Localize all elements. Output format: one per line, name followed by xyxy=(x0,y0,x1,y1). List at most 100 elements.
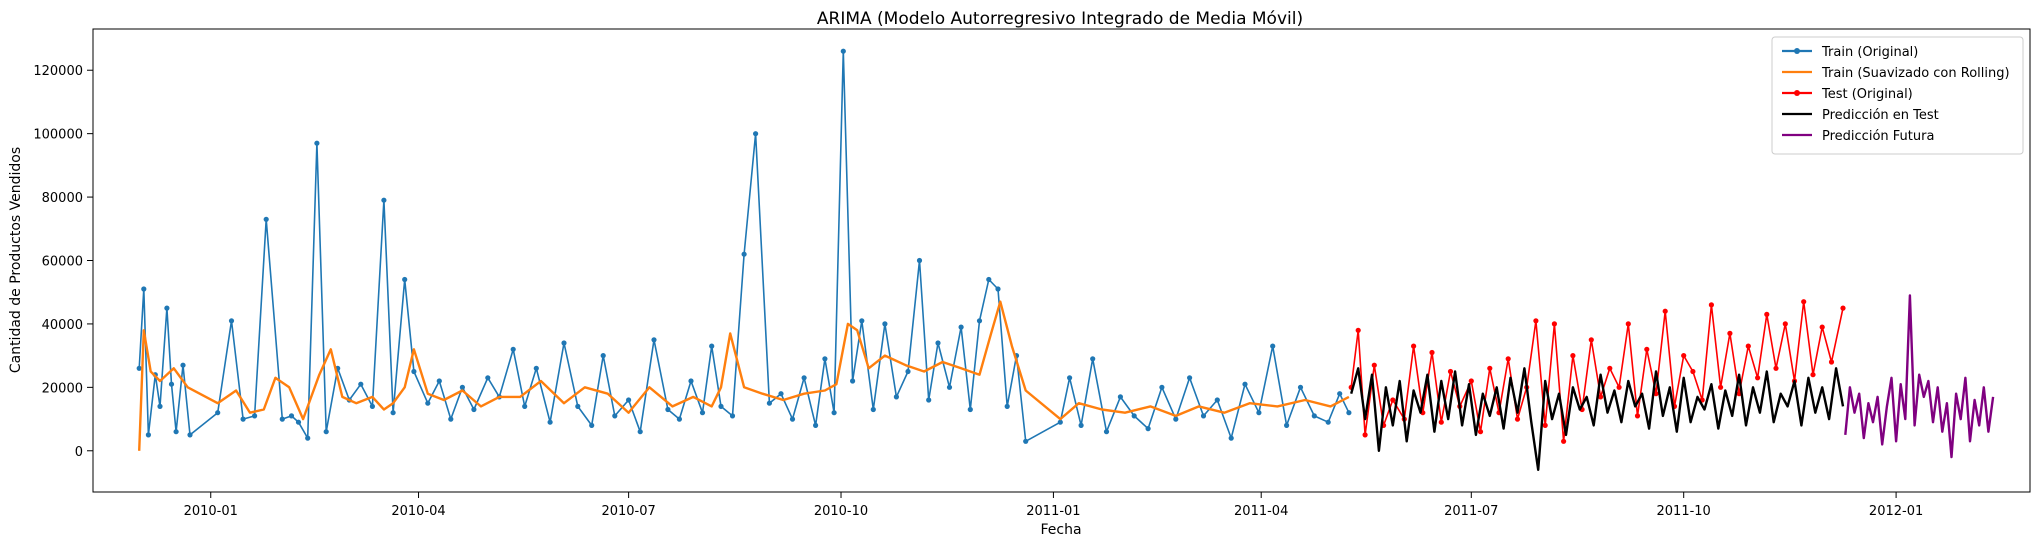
data-point-train-original xyxy=(850,378,856,384)
data-point-train-original xyxy=(240,416,246,422)
data-point-test-original xyxy=(1429,349,1435,356)
data-point-train-original xyxy=(1325,419,1331,425)
data-point-train-original xyxy=(589,422,595,428)
data-point-train-original xyxy=(180,362,186,368)
data-point-train-original xyxy=(626,397,632,403)
data-point-train-original xyxy=(1297,384,1304,390)
data-point-test-original xyxy=(1810,372,1816,378)
data-point-test-original xyxy=(1411,343,1417,349)
legend[interactable]: Train (Original) Train (Suavizado con Rol… xyxy=(1771,36,2024,155)
data-point-train-original xyxy=(801,375,807,381)
series-line-train-suavizado-con-rolling xyxy=(138,300,1350,451)
data-point-train-original xyxy=(1214,397,1220,403)
data-point-train-original xyxy=(600,353,606,359)
data-point-train-original xyxy=(358,381,364,387)
series-prediccion-futura xyxy=(1844,294,1995,459)
data-point-test-original xyxy=(1634,413,1641,419)
y-tick-label: 60000 xyxy=(42,255,83,270)
data-point-train-original xyxy=(1242,381,1248,387)
data-point-train-original xyxy=(958,324,964,330)
data-point-train-original xyxy=(1337,391,1343,397)
data-point-train-original xyxy=(263,216,269,222)
series-line-prediccion-en-test xyxy=(1350,367,1845,471)
data-point-test-original xyxy=(1447,368,1454,375)
data-point-train-original xyxy=(510,346,516,352)
data-point-train-original xyxy=(946,384,953,390)
data-point-train-original xyxy=(485,375,491,381)
data-point-test-original xyxy=(1625,321,1631,327)
series-test-original xyxy=(1348,299,1846,444)
data-point-train-original xyxy=(1187,375,1193,381)
data-point-train-original xyxy=(676,416,683,422)
data-point-test-original xyxy=(1653,391,1659,397)
data-point-test-original xyxy=(1570,353,1576,359)
x-tick-label: 2010-10 xyxy=(814,504,868,519)
series-line-train-original xyxy=(138,50,1350,443)
data-point-train-original xyxy=(1256,410,1262,416)
data-point-train-original xyxy=(1159,384,1165,390)
data-point-train-original xyxy=(637,429,643,435)
data-point-train-original xyxy=(1103,429,1110,435)
data-point-test-original xyxy=(1487,365,1493,371)
data-point-train-original xyxy=(1023,438,1029,444)
y-tick-label: 20000 xyxy=(42,381,83,396)
data-point-test-original xyxy=(1542,422,1548,428)
data-point-train-original xyxy=(1270,343,1276,349)
data-point-train-original xyxy=(813,422,819,428)
y-axis: 0 20000 40000 60000 80000 100000 120000 xyxy=(33,64,93,460)
data-point-train-original xyxy=(1311,413,1317,419)
data-point-train-original xyxy=(522,403,528,409)
data-point-train-original xyxy=(612,413,618,419)
y-tick-label: 40000 xyxy=(42,318,83,333)
data-point-train-original xyxy=(935,340,941,346)
data-point-train-original xyxy=(718,403,724,409)
data-point-test-original xyxy=(1662,308,1668,314)
data-point-train-original xyxy=(766,400,773,406)
legend-label: Predicción Futura xyxy=(1822,129,1934,144)
data-point-test-original xyxy=(1801,299,1807,305)
data-point-train-original xyxy=(1078,422,1084,428)
data-point-test-original xyxy=(1438,419,1444,425)
data-point-train-original xyxy=(967,406,973,413)
legend-marker-2 xyxy=(1794,90,1800,96)
data-point-train-original xyxy=(986,276,992,283)
data-point-train-original xyxy=(305,435,311,441)
data-point-train-original xyxy=(561,340,567,346)
data-point-train-original xyxy=(402,276,408,283)
x-tick-label: 2011-10 xyxy=(1657,504,1711,519)
data-point-test-original xyxy=(1551,321,1557,327)
data-point-train-original xyxy=(916,257,923,264)
data-point-train-original xyxy=(323,429,329,435)
y-tick-label: 0 xyxy=(75,445,83,460)
legend-label: Test (Original) xyxy=(1821,87,1913,102)
data-point-train-original xyxy=(741,251,747,257)
data-point-test-original xyxy=(1819,324,1825,330)
legend-box xyxy=(1771,36,2024,155)
data-point-train-original xyxy=(1173,416,1179,422)
data-point-test-original xyxy=(1773,365,1779,371)
x-tick-label: 2011-04 xyxy=(1234,504,1288,519)
data-point-train-original xyxy=(448,416,454,422)
data-point-train-original xyxy=(390,410,396,416)
data-point-test-original xyxy=(1828,359,1835,365)
y-tick-label: 80000 xyxy=(42,191,83,206)
data-point-test-original xyxy=(1477,429,1484,435)
data-point-test-original xyxy=(1782,321,1788,327)
x-axis: 2010-01 2010-04 2010-07 2010-10 2011-01 2011-… xyxy=(184,492,1923,519)
data-point-test-original xyxy=(1505,356,1511,362)
data-point-train-original xyxy=(840,48,846,54)
data-point-train-original xyxy=(173,429,179,435)
data-point-train-original xyxy=(1200,413,1207,419)
data-point-train-original xyxy=(168,381,175,387)
data-point-train-original xyxy=(279,416,285,422)
y-tick-label: 100000 xyxy=(33,128,83,143)
data-point-train-original xyxy=(822,356,828,362)
data-point-train-original xyxy=(699,410,706,416)
legend-label: Predicción en Test xyxy=(1822,108,1939,123)
data-point-test-original xyxy=(1616,384,1622,390)
data-point-train-original xyxy=(688,378,694,384)
data-point-train-original xyxy=(1090,356,1096,362)
x-axis-label: Fecha xyxy=(1040,522,1081,538)
